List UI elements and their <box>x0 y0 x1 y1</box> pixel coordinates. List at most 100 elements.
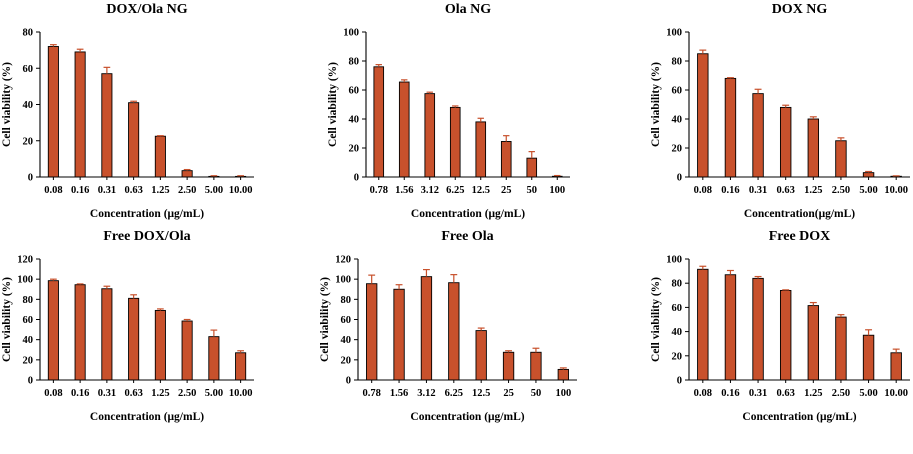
bar <box>366 283 378 381</box>
chart-title: DOX/Ola NG <box>106 2 187 17</box>
bar <box>502 351 515 381</box>
x-tick-label: 0.63 <box>124 185 142 196</box>
bar <box>530 351 542 381</box>
x-tick-label: 10.00 <box>884 185 908 196</box>
y-axis-label: Cell viability (%) <box>650 277 662 362</box>
y-tick-label: 60 <box>672 303 683 314</box>
x-tick-label: 0.63 <box>777 388 795 399</box>
x-tick-label: 100 <box>549 185 565 196</box>
y-tick-label: 40 <box>23 335 34 346</box>
chart-title: Free DOX <box>769 229 831 244</box>
bar <box>779 106 792 178</box>
y-tick-label: 60 <box>23 315 34 326</box>
x-tick-label: 1.25 <box>151 185 169 196</box>
bar <box>393 288 405 381</box>
y-tick-label: 100 <box>335 275 351 286</box>
x-tick-label: 6.25 <box>445 388 463 399</box>
y-tick-label: 20 <box>349 144 360 155</box>
x-tick-label: 1.25 <box>804 388 822 399</box>
x-tick-label: 0.31 <box>749 388 767 399</box>
x-tick-label: 10.00 <box>884 388 908 399</box>
y-tick-label: 0 <box>354 173 359 184</box>
bar <box>208 336 220 381</box>
bar <box>154 135 166 178</box>
bar <box>697 268 709 381</box>
bar <box>890 352 902 381</box>
y-axis-label: Cell viability (%) <box>319 277 331 362</box>
x-tick-label: 50 <box>527 185 538 196</box>
x-tick-label: 5.00 <box>859 388 877 399</box>
y-tick-label: 80 <box>341 295 352 306</box>
x-tick-label: 0.16 <box>721 388 739 399</box>
bar <box>475 121 487 178</box>
y-tick-label: 20 <box>672 144 683 155</box>
chart-panel-6: Free DOX Cell viability (%) Concentration … <box>650 229 910 423</box>
y-axis-label: Cell viability (%) <box>1 277 13 362</box>
chart-title: Free DOX/Ola <box>103 229 190 244</box>
x-tick-label: 1.25 <box>804 185 822 196</box>
x-tick-label: 2.50 <box>832 185 850 196</box>
bar <box>779 290 792 381</box>
x-tick-label: 0.16 <box>71 185 89 196</box>
x-tick-label: 0.08 <box>44 185 62 196</box>
y-axis-label: Cell viability (%) <box>327 62 339 147</box>
bar <box>128 102 140 178</box>
chart-title: DOX NG <box>772 2 828 17</box>
bar <box>424 93 436 178</box>
x-tick-label: 0.63 <box>124 388 142 399</box>
x-tick-label: 0.31 <box>749 185 767 196</box>
chart-panel-4: Free DOX/Ola Cell viability (%) Concentrat… <box>1 229 254 423</box>
chart-panel-2: Ola NG Cell viability (%) Concentration (μ… <box>327 2 570 220</box>
y-tick-label: 40 <box>341 335 352 346</box>
x-tick-label: 10.00 <box>229 388 253 399</box>
chart-panel-1: DOX/Ola NG Cell viability (%) Concentratio… <box>1 2 254 220</box>
bar <box>557 368 569 381</box>
x-tick-label: 0.08 <box>694 185 712 196</box>
bar <box>448 282 460 381</box>
bar <box>128 297 140 381</box>
x-tick-label: 2.50 <box>178 388 196 399</box>
bar <box>74 51 86 178</box>
y-tick-label: 80 <box>23 28 34 39</box>
y-tick-label: 20 <box>672 351 683 362</box>
y-tick-label: 20 <box>341 355 352 366</box>
y-tick-label: 40 <box>23 100 34 111</box>
y-tick-label: 0 <box>677 173 682 184</box>
x-axis-label: Concentration (μg/mL) <box>90 411 204 423</box>
y-tick-label: 120 <box>335 255 351 266</box>
x-tick-label: 25 <box>503 388 514 399</box>
y-tick-label: 20 <box>23 136 34 147</box>
bar <box>74 284 86 381</box>
x-tick-label: 5.00 <box>205 388 223 399</box>
bar <box>449 106 461 178</box>
x-axis-label: Concentration(μg/mL) <box>744 208 855 220</box>
y-tick-label: 60 <box>349 86 360 97</box>
bar <box>181 170 193 178</box>
y-tick-label: 80 <box>23 295 34 306</box>
y-tick-label: 60 <box>341 315 352 326</box>
y-tick-label: 100 <box>17 275 33 286</box>
y-axis-label: Cell viability (%) <box>1 62 13 147</box>
y-tick-label: 60 <box>672 86 683 97</box>
y-tick-label: 0 <box>677 376 682 387</box>
bar <box>526 157 538 178</box>
x-tick-label: 1.25 <box>151 388 169 399</box>
chart-panel-3: DOX NG Cell viability (%) Concentration(μg… <box>650 2 910 220</box>
y-tick-label: 20 <box>23 355 34 366</box>
x-tick-label: 0.16 <box>721 185 739 196</box>
y-tick-label: 0 <box>346 376 351 387</box>
y-tick-label: 100 <box>343 28 359 39</box>
bar <box>420 276 433 381</box>
bar <box>47 46 59 178</box>
chart-panel-5: Free Ola Cell viability (%) Concentration … <box>319 229 577 423</box>
y-tick-label: 100 <box>666 28 682 39</box>
bar <box>235 352 247 381</box>
bar <box>475 330 487 381</box>
x-tick-label: 25 <box>501 185 512 196</box>
bar <box>101 73 113 178</box>
bar <box>500 141 512 178</box>
x-tick-label: 1.56 <box>395 185 413 196</box>
bar <box>862 172 875 178</box>
y-tick-label: 60 <box>23 64 34 75</box>
y-tick-label: 100 <box>666 255 682 266</box>
